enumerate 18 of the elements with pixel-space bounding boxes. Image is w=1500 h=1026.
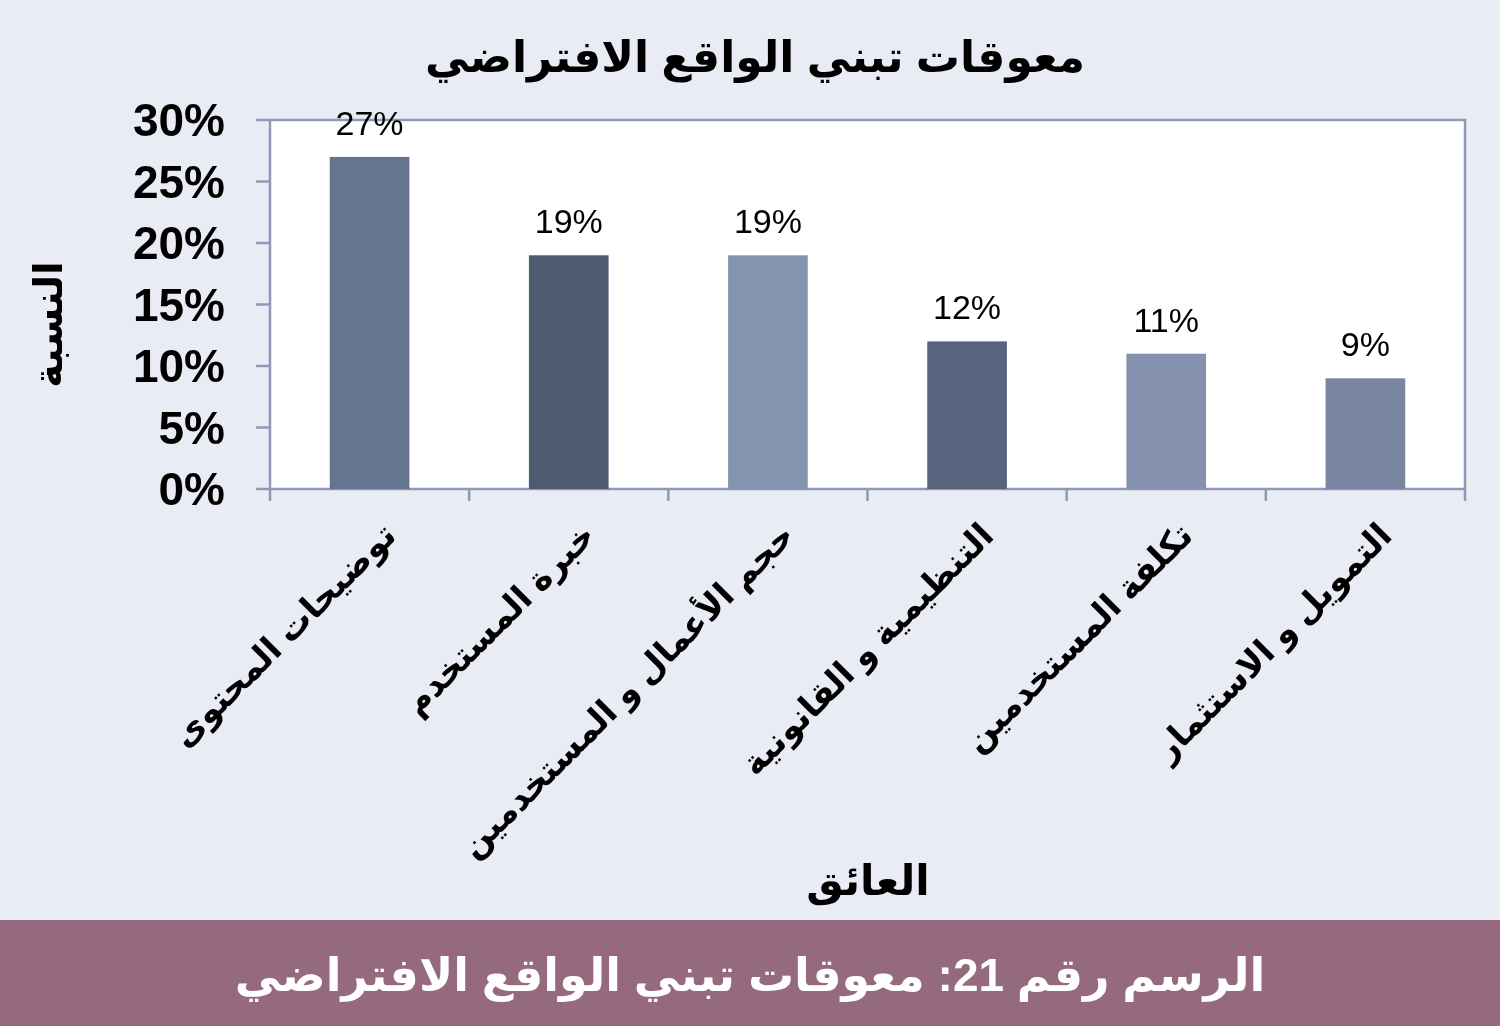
data-label: 12%	[933, 288, 1002, 327]
data-label: 27%	[335, 103, 404, 142]
y-tick-label: 20%	[132, 217, 225, 270]
data-label: 19%	[733, 202, 802, 241]
y-axis-title: النسبة	[26, 261, 70, 388]
data-label: 11%	[1133, 300, 1200, 339]
y-tick-label: 10%	[132, 340, 225, 393]
y-tick-label: 0%	[158, 463, 225, 516]
data-label: 9%	[1340, 325, 1390, 364]
data-label: 19%	[534, 202, 603, 241]
text: الرسم رقم 21: معوقات تبني الواقع الافتراضي	[234, 949, 1266, 1003]
y-tick-label: 30%	[132, 94, 225, 147]
y-tick-label: 5%	[158, 401, 225, 454]
y-tick-label: 25%	[132, 155, 225, 208]
chart-title: معوقات تبني الواقع الافتراضي	[424, 32, 1086, 83]
y-tick-label: 15%	[132, 278, 225, 331]
x-tick-label: توضيحات المحتوى	[164, 515, 405, 756]
x-axis-title: العائق	[806, 857, 930, 906]
